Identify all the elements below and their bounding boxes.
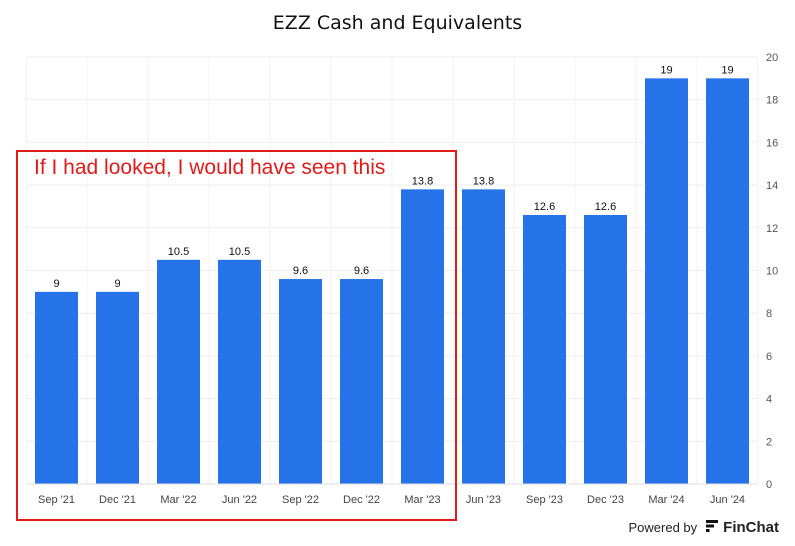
y-tick-label: 8: [766, 308, 772, 320]
x-tick-label: Dec '21: [99, 494, 136, 506]
bar: [645, 78, 688, 484]
bar: [279, 279, 322, 484]
bar: [340, 279, 383, 484]
data-label: 12.6: [595, 201, 616, 213]
x-tick-label: Jun '24: [710, 494, 745, 506]
bar: [96, 291, 139, 484]
chart-title: EZZ Cash and Equivalents: [272, 12, 523, 34]
y-tick-label: 6: [766, 351, 772, 363]
y-axis: 0 2 4 6 8 10 12 14 16 18 20: [766, 52, 778, 491]
y-tick-label: 2: [766, 436, 772, 448]
brand-name: FinChat: [723, 519, 779, 536]
x-tick-label: Mar '23: [404, 494, 440, 506]
bar: [401, 189, 444, 484]
y-tick-label: 0: [766, 479, 772, 491]
data-label: 9: [53, 278, 59, 290]
x-tick-label: Dec '22: [343, 494, 380, 506]
bar: [218, 259, 261, 484]
data-label: 9.6: [354, 265, 369, 277]
x-tick-label: Mar '24: [648, 494, 684, 506]
data-label: 9: [114, 278, 120, 290]
powered-by-label: Powered by: [628, 520, 698, 535]
x-axis: Sep '21 Dec '21 Mar '22 Jun '22 Sep '22 Dec '…: [26, 483, 758, 506]
data-labels: 9 9 10.5 10.5 9.6 9.6 13.8 13.8 12.6 12.6 19 19: [53, 64, 733, 290]
data-label: 10.5: [168, 246, 189, 258]
y-tick-label: 18: [766, 95, 778, 107]
data-label: 13.8: [473, 175, 494, 187]
bar: [157, 259, 200, 484]
data-label: 9.6: [293, 265, 308, 277]
bars: [35, 78, 749, 485]
bar: [706, 78, 749, 484]
data-label: 13.8: [412, 175, 433, 187]
x-tick-label: Jun '23: [466, 494, 501, 506]
data-label: 12.6: [534, 201, 555, 213]
finchat-logo-icon: [705, 519, 719, 536]
annotation-text: If I had looked, I would have seen this: [34, 156, 386, 179]
bar: [35, 291, 78, 484]
bar: [523, 214, 566, 485]
x-tick-label: Sep '21: [38, 494, 75, 506]
y-tick-label: 16: [766, 137, 778, 149]
y-tick-label: 10: [766, 266, 778, 278]
data-label: 19: [721, 64, 733, 76]
data-label: 10.5: [229, 246, 250, 258]
data-label: 19: [660, 64, 672, 76]
y-tick-label: 14: [766, 180, 778, 192]
footer: Powered by FinChat: [629, 519, 779, 536]
y-tick-label: 20: [766, 52, 778, 64]
grid-lines: [25, 56, 759, 485]
x-tick-label: Dec '23: [587, 494, 624, 506]
x-tick-label: Mar '22: [160, 494, 196, 506]
x-tick-label: Sep '22: [282, 494, 319, 506]
x-tick-label: Sep '23: [526, 494, 563, 506]
bar: [462, 189, 505, 484]
y-tick-label: 4: [766, 394, 772, 406]
x-tick-label: Jun '22: [222, 494, 257, 506]
y-tick-label: 12: [766, 223, 778, 235]
bar: [584, 214, 627, 485]
